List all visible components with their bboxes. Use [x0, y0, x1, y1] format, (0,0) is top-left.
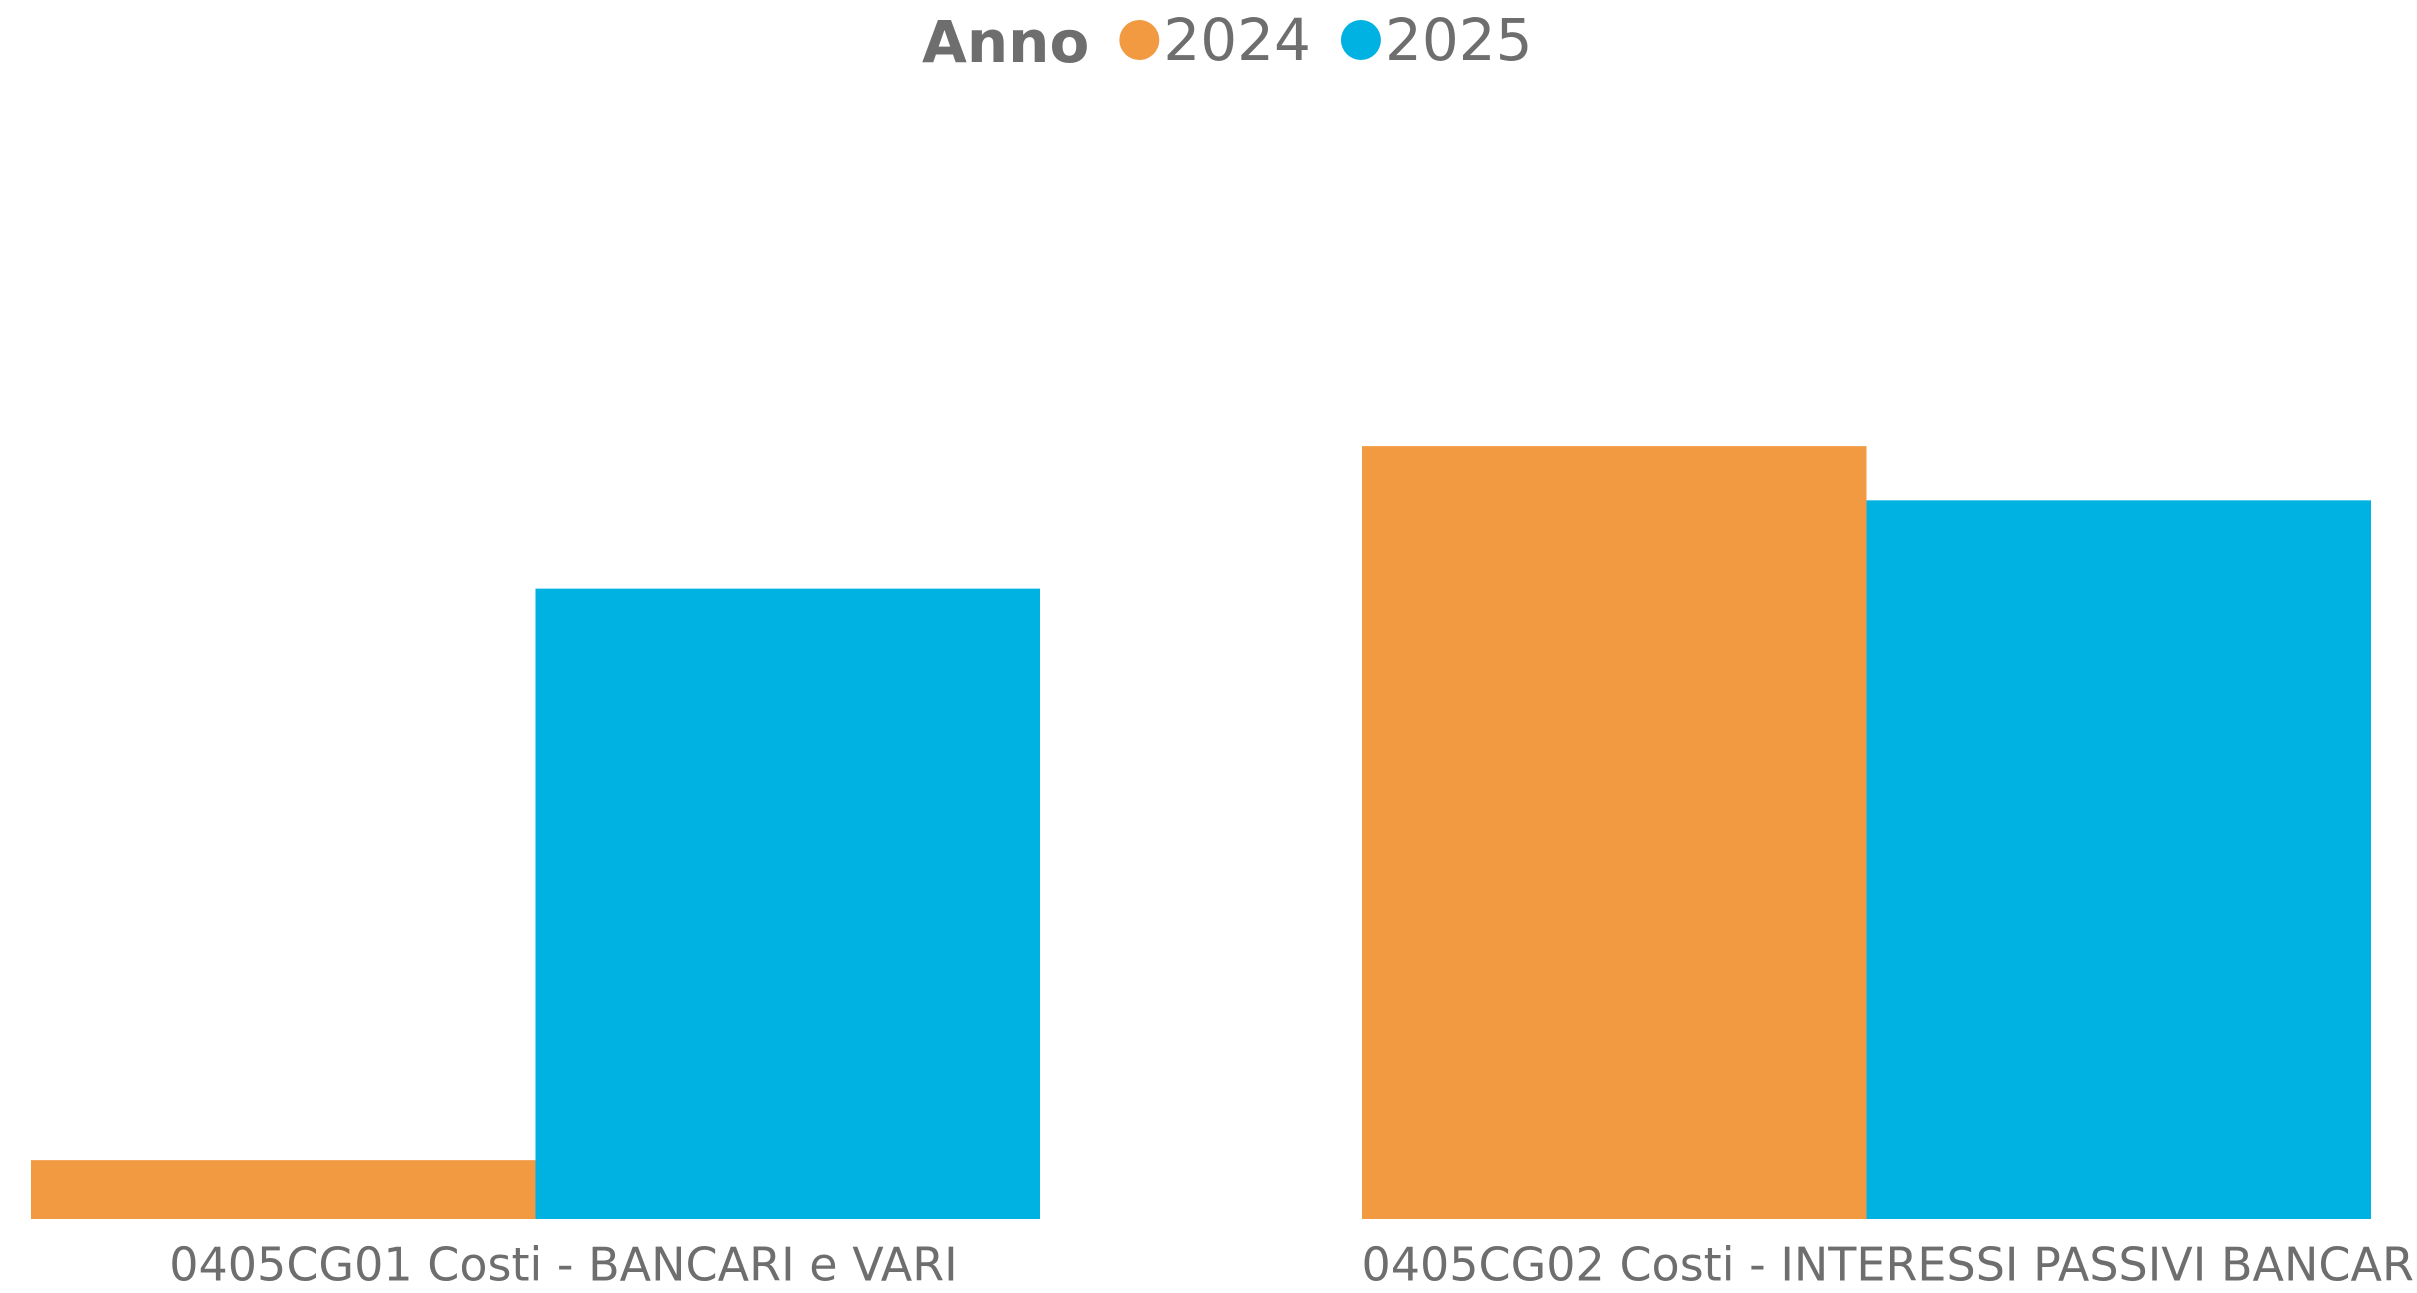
bar: [1362, 446, 1867, 1219]
x-tick-label: 0405CG01 Costi - BANCARI e VARI: [169, 1238, 958, 1292]
legend-label: 2024: [1163, 6, 1311, 74]
legend-label: 2025: [1385, 6, 1533, 74]
bar: [1866, 500, 2371, 1219]
legend-marker: [1340, 20, 1381, 60]
bar: [535, 588, 1040, 1219]
legend-title: Anno: [922, 8, 1089, 76]
x-tick-label: 0405CG02 Costi - INTERESSI PASSIVI BANCA…: [1361, 1238, 2417, 1292]
legend-marker: [1119, 20, 1160, 60]
bar: [31, 1160, 536, 1219]
